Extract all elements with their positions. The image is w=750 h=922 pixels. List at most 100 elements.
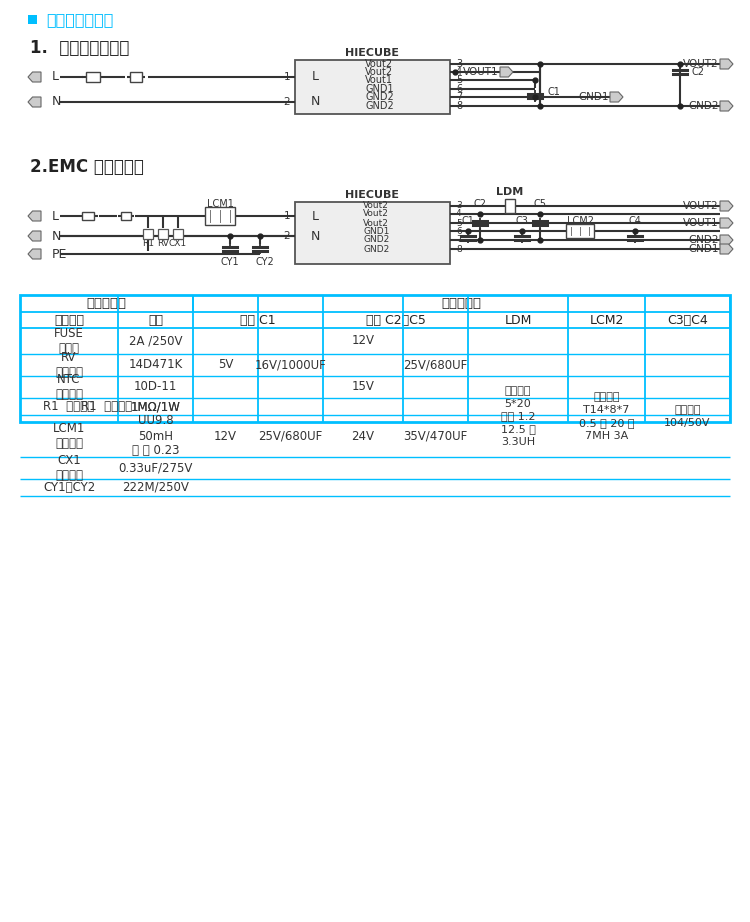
Text: 2: 2: [284, 231, 290, 241]
Text: LDM: LDM: [504, 313, 532, 326]
Text: C3、C4: C3、C4: [668, 313, 708, 326]
Text: Vout2: Vout2: [363, 209, 388, 219]
Text: GND1: GND1: [688, 244, 719, 254]
Text: UU9.8
50mH
线 径 0.23: UU9.8 50mH 线 径 0.23: [132, 415, 179, 457]
Text: HIECUBE: HIECUBE: [346, 48, 400, 58]
Text: C1: C1: [461, 216, 475, 226]
Text: C3: C3: [515, 216, 529, 226]
Text: 1MΩ/1W: 1MΩ/1W: [130, 400, 181, 413]
Text: 1: 1: [284, 72, 290, 82]
Text: 8: 8: [456, 244, 462, 254]
Text: 设计参考电路：: 设计参考电路：: [46, 13, 113, 28]
Text: CY1、CY2: CY1、CY2: [43, 481, 95, 494]
Polygon shape: [28, 211, 41, 221]
Text: 24V: 24V: [352, 430, 374, 443]
Polygon shape: [720, 218, 733, 228]
Text: 15V: 15V: [352, 381, 374, 394]
Text: L: L: [311, 209, 319, 222]
Bar: [205, 207, 235, 225]
Text: L: L: [311, 70, 319, 84]
Text: 4: 4: [456, 67, 462, 77]
Text: NTC
热敏电阻: NTC 热敏电阻: [55, 373, 83, 401]
Text: 5V: 5V: [217, 359, 233, 372]
Text: 7: 7: [456, 235, 462, 244]
Text: VOUT2: VOUT2: [683, 59, 719, 69]
Polygon shape: [720, 244, 733, 254]
Text: 12V: 12V: [352, 335, 374, 348]
Text: 25V/680UF: 25V/680UF: [404, 359, 468, 372]
Text: GND2: GND2: [365, 101, 394, 111]
Text: N: N: [52, 96, 62, 109]
Text: 输出端元件: 输出端元件: [442, 297, 482, 310]
Bar: [130, 72, 142, 82]
Text: GND2: GND2: [363, 244, 389, 254]
Text: 元件名称: 元件名称: [54, 313, 84, 326]
Polygon shape: [720, 101, 733, 111]
Polygon shape: [720, 59, 733, 69]
Text: 辅路 C1: 辅路 C1: [240, 313, 276, 326]
Text: 3: 3: [456, 59, 462, 69]
Polygon shape: [28, 231, 41, 241]
Bar: [295, 202, 450, 264]
Text: Vout2: Vout2: [363, 219, 388, 228]
Text: Vout2: Vout2: [363, 202, 388, 210]
Text: N: N: [310, 230, 320, 242]
Text: GND2: GND2: [688, 101, 719, 111]
Text: FUSE
保险丝: FUSE 保险丝: [54, 327, 84, 355]
Text: LCM2: LCM2: [566, 216, 593, 226]
Text: 0.33uF/275V: 0.33uF/275V: [118, 462, 193, 475]
Text: 陶瓷电容
104/50V: 陶瓷电容 104/50V: [664, 405, 711, 428]
Text: 2A /250V: 2A /250V: [129, 335, 182, 348]
Text: 5: 5: [456, 219, 462, 228]
Text: CX1: CX1: [169, 240, 187, 249]
Text: GND2: GND2: [365, 92, 394, 102]
Text: C2: C2: [473, 199, 487, 209]
Text: R1  泄放电阻: R1 泄放电阻: [81, 400, 132, 413]
Text: 222M/250V: 222M/250V: [122, 481, 189, 494]
Polygon shape: [28, 249, 41, 259]
Text: 3: 3: [456, 202, 462, 210]
Text: 参数: 参数: [148, 313, 163, 326]
Text: 5: 5: [456, 75, 462, 85]
Text: L: L: [52, 70, 59, 84]
Text: HIECUBE: HIECUBE: [346, 190, 400, 200]
Text: R1: R1: [142, 240, 154, 249]
Text: VOUT1: VOUT1: [683, 218, 719, 228]
Polygon shape: [610, 92, 623, 102]
Text: GND2: GND2: [688, 235, 719, 245]
Polygon shape: [28, 72, 41, 82]
Bar: [28, 15, 37, 24]
Text: RV
压敏电阻: RV 压敏电阻: [55, 351, 83, 379]
Text: 输入端元件: 输入端元件: [86, 297, 127, 310]
Text: LCM1: LCM1: [206, 199, 233, 209]
Bar: [143, 229, 153, 239]
Polygon shape: [720, 201, 733, 211]
Text: R1  泄放电阻: R1 泄放电阻: [44, 400, 94, 413]
Text: 主路 C2、C5: 主路 C2、C5: [365, 313, 425, 326]
Text: 1.  典型应用电路：: 1. 典型应用电路：: [30, 39, 129, 57]
Bar: [295, 60, 450, 114]
Text: 8: 8: [456, 101, 462, 111]
Text: CX1
安规电容: CX1 安规电容: [55, 454, 83, 482]
Bar: [505, 199, 515, 213]
Text: VOUT2: VOUT2: [683, 201, 719, 211]
Text: 4: 4: [456, 209, 461, 219]
Text: L: L: [52, 209, 59, 222]
Text: GND1: GND1: [365, 84, 394, 94]
Text: N: N: [310, 96, 320, 109]
Text: 35V/470UF: 35V/470UF: [404, 430, 468, 443]
Text: 6: 6: [456, 84, 462, 94]
Text: 6: 6: [456, 227, 462, 235]
Text: C1: C1: [547, 87, 560, 97]
Text: N: N: [52, 230, 62, 242]
Text: GND2: GND2: [363, 235, 389, 244]
Text: 12V: 12V: [214, 430, 237, 443]
Bar: [121, 212, 131, 220]
Text: GND1: GND1: [363, 227, 389, 235]
Text: PE: PE: [52, 247, 68, 261]
Text: LDM: LDM: [496, 187, 523, 197]
Bar: [82, 212, 94, 220]
Text: RV: RV: [157, 240, 169, 249]
Bar: [86, 72, 100, 82]
Text: 14D471K: 14D471K: [128, 359, 183, 372]
